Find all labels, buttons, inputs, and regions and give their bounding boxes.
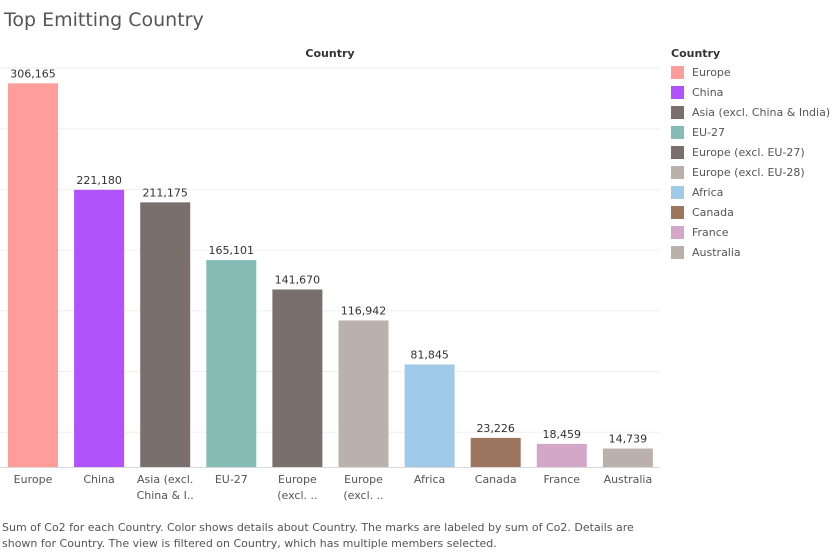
legend-item[interactable]: Europe [671, 62, 834, 82]
legend-item[interactable]: EU-27 [671, 122, 834, 142]
legend-swatch [671, 125, 684, 139]
x-tick-label: Europe [344, 473, 383, 486]
legend-label: Europe [692, 65, 731, 79]
legend-item[interactable]: Canada [671, 202, 834, 222]
legend-item[interactable]: Asia (excl. China & India) [671, 102, 834, 122]
legend-label: China [692, 85, 724, 99]
bar[interactable] [206, 260, 257, 467]
legend-items: Europe China Asia (excl. China & India) EU-… [671, 62, 834, 262]
x-tick-label: (excl. .. [343, 489, 383, 502]
x-tick-label: Africa [414, 473, 445, 486]
bar-value-label: 211,175 [142, 186, 188, 199]
chart-title: Top Emitting Country [4, 9, 204, 31]
legend-item[interactable]: China [671, 82, 834, 102]
x-tick-labels: Europe China Asia (excl. China & I.. EU-27 Eu… [14, 473, 653, 502]
x-tick-label: Australia [604, 473, 653, 486]
x-tick-label: Europe [278, 473, 317, 486]
bar[interactable] [404, 364, 455, 467]
legend-label: Canada [692, 205, 734, 219]
bar-value-label: 165,101 [209, 244, 255, 257]
bar[interactable] [536, 443, 587, 467]
legend-swatch [671, 205, 684, 219]
x-tick-label: China & I.. [137, 489, 194, 502]
legend-swatch [671, 145, 684, 159]
bar[interactable] [272, 289, 323, 467]
chart-caption: Sum of Co2 for each Country. Color shows… [2, 521, 634, 550]
legend-item[interactable]: Africa [671, 182, 834, 202]
x-tick-label: Canada [475, 473, 517, 486]
x-tick-label: (excl. .. [277, 489, 317, 502]
legend-title: Country [671, 47, 721, 60]
gridlines [0, 67, 660, 468]
legend: Country Europe China Asia (excl. China & I… [671, 46, 834, 262]
x-tick-label: Europe [14, 473, 53, 486]
column-header: Country [305, 47, 354, 60]
bar[interactable] [602, 448, 653, 467]
legend-label: Europe (excl. EU-27) [692, 145, 805, 159]
bar[interactable] [470, 437, 521, 467]
legend-swatch [671, 225, 684, 239]
legend-label: EU-27 [692, 125, 725, 139]
bar[interactable] [74, 189, 125, 468]
legend-label: France [692, 225, 729, 239]
bar-value-label: 23,226 [476, 422, 515, 435]
legend-item[interactable]: Europe (excl. EU-28) [671, 162, 834, 182]
bar-value-label: 221,180 [76, 174, 122, 187]
bar-chart: Country 306,165 221,180 211,175 165,101 141,… [0, 47, 660, 502]
legend-label: Africa [692, 185, 724, 199]
bar-value-label: 18,459 [543, 428, 582, 441]
legend-swatch [671, 165, 684, 179]
bar[interactable] [338, 320, 389, 467]
legend-swatch [671, 245, 684, 259]
bar-value-label: 306,165 [10, 67, 56, 80]
legend-swatch [671, 185, 684, 199]
x-tick-label: France [544, 473, 581, 486]
bar-value-label: 141,670 [275, 273, 321, 286]
legend-item[interactable]: Europe (excl. EU-27) [671, 142, 834, 162]
bars [8, 83, 653, 468]
x-tick-label: Asia (excl. [137, 473, 193, 486]
legend-label: Europe (excl. EU-28) [692, 165, 805, 179]
legend-item[interactable]: Australia [671, 242, 834, 262]
legend-item[interactable]: France [671, 222, 834, 242]
bar-value-label: 116,942 [341, 304, 387, 317]
legend-swatch [671, 85, 684, 99]
legend-label: Australia [692, 245, 741, 259]
legend-swatch [671, 105, 684, 119]
bar-value-label: 81,845 [410, 348, 449, 361]
bar[interactable] [140, 202, 191, 467]
legend-label: Asia (excl. China & India) [692, 105, 831, 119]
legend-swatch [671, 65, 684, 79]
x-tick-label: China [83, 473, 114, 486]
bar-value-label: 14,739 [609, 433, 648, 446]
bar[interactable] [8, 83, 58, 468]
x-tick-label: EU-27 [215, 473, 248, 486]
value-labels: 306,165 221,180 211,175 165,101 141,670 116,9… [10, 67, 647, 445]
